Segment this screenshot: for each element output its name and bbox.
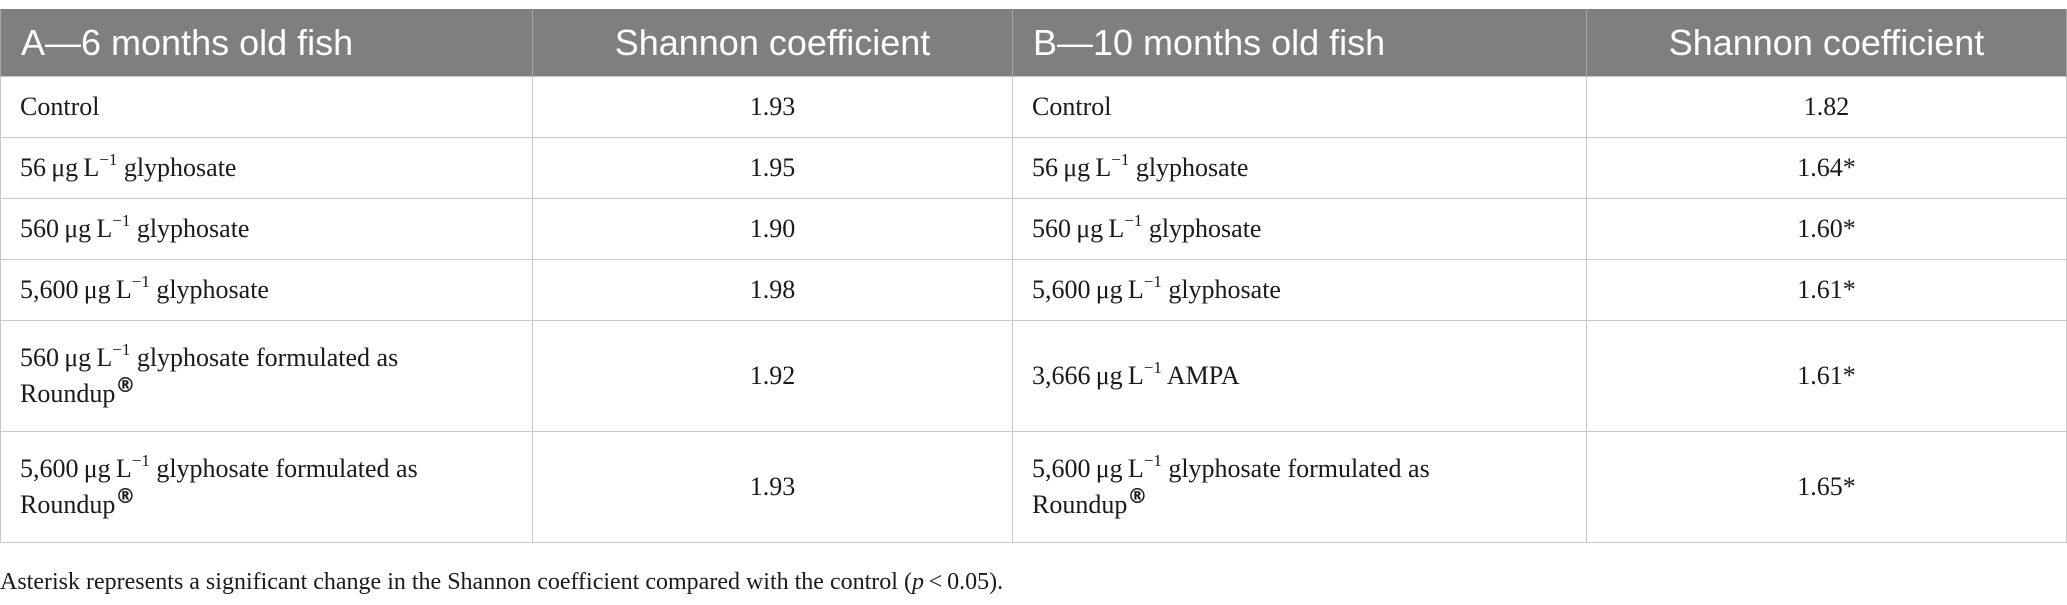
table-row: 560 μg L−1 glyphosate 1.90 560 μg L−1 gl… xyxy=(0,198,2067,260)
table-row: 5,600 μg L−1 glyphosate formulated as Rou… xyxy=(0,431,2067,543)
shannon-b-cell: 1.61* xyxy=(1586,320,2067,432)
treatment-a-cell: 5,600 μg L−1 glyphosate formulated as Rou… xyxy=(0,431,533,543)
table-row: Control 1.93 Control 1.82 xyxy=(0,76,2067,138)
treatment-a-cell: 5,600 μg L−1 glyphosate xyxy=(0,259,533,321)
p-value-symbol: p xyxy=(911,569,924,595)
shannon-b-cell: 1.60* xyxy=(1586,198,2067,260)
treatment-a-cell: Control xyxy=(0,76,533,138)
treatment-b-cell: 560 μg L−1 glyphosate xyxy=(1012,198,1587,260)
treatment-a-cell: 560 μg L−1 glyphosate formulated as Round… xyxy=(0,320,533,432)
header-shannon-a: Shannon coefficient xyxy=(532,9,1013,77)
treatment-b-cell: Control xyxy=(1012,76,1587,138)
shannon-a-cell: 1.92 xyxy=(532,320,1013,432)
shannon-coefficient-table: A—6 months old fish Shannon coefficient … xyxy=(0,9,2067,543)
shannon-a-cell: 1.95 xyxy=(532,137,1013,199)
table-header: A—6 months old fish Shannon coefficient … xyxy=(0,9,2067,77)
shannon-b-cell: 1.64* xyxy=(1586,137,2067,199)
shannon-a-cell: 1.93 xyxy=(532,431,1013,543)
shannon-b-cell: 1.61* xyxy=(1586,259,2067,321)
registered-trademark-mark: ® xyxy=(115,484,136,508)
treatment-a-cell: 56 μg L−1 glyphosate xyxy=(0,137,533,199)
header-shannon-b: Shannon coefficient xyxy=(1586,9,2067,77)
shannon-a-cell: 1.93 xyxy=(532,76,1013,138)
treatment-b-cell: 3,666 μg L−1 AMPA xyxy=(1012,320,1587,432)
table-row: 5,600 μg L−1 glyphosate 1.98 5,600 μg L−… xyxy=(0,259,2067,321)
shannon-a-cell: 1.98 xyxy=(532,259,1013,321)
table-body: Control 1.93 Control 1.82 56 μg L−1 glyp… xyxy=(0,76,2067,543)
registered-trademark-mark: ® xyxy=(1127,484,1148,508)
table-row: 56 μg L−1 glyphosate 1.95 56 μg L−1 glyp… xyxy=(0,137,2067,199)
registered-trademark-mark: ® xyxy=(115,373,136,397)
header-group-b: B—10 months old fish xyxy=(1012,9,1587,77)
header-group-a: A—6 months old fish xyxy=(0,9,533,77)
shannon-b-cell: 1.65* xyxy=(1586,431,2067,543)
treatment-b-cell: 5,600 μg L−1 glyphosate formulated as Rou… xyxy=(1012,431,1587,543)
shannon-b-cell: 1.82 xyxy=(1586,76,2067,138)
treatment-a-cell: 560 μg L−1 glyphosate xyxy=(0,198,533,260)
treatment-b-cell: 5,600 μg L−1 glyphosate xyxy=(1012,259,1587,321)
treatment-b-cell: 56 μg L−1 glyphosate xyxy=(1012,137,1587,199)
table-row: 560 μg L−1 glyphosate formulated as Round… xyxy=(0,320,2067,432)
header-row: A—6 months old fish Shannon coefficient … xyxy=(0,9,2067,77)
shannon-a-cell: 1.90 xyxy=(532,198,1013,260)
table-footnote: Asterisk represents a significant change… xyxy=(0,569,1004,595)
